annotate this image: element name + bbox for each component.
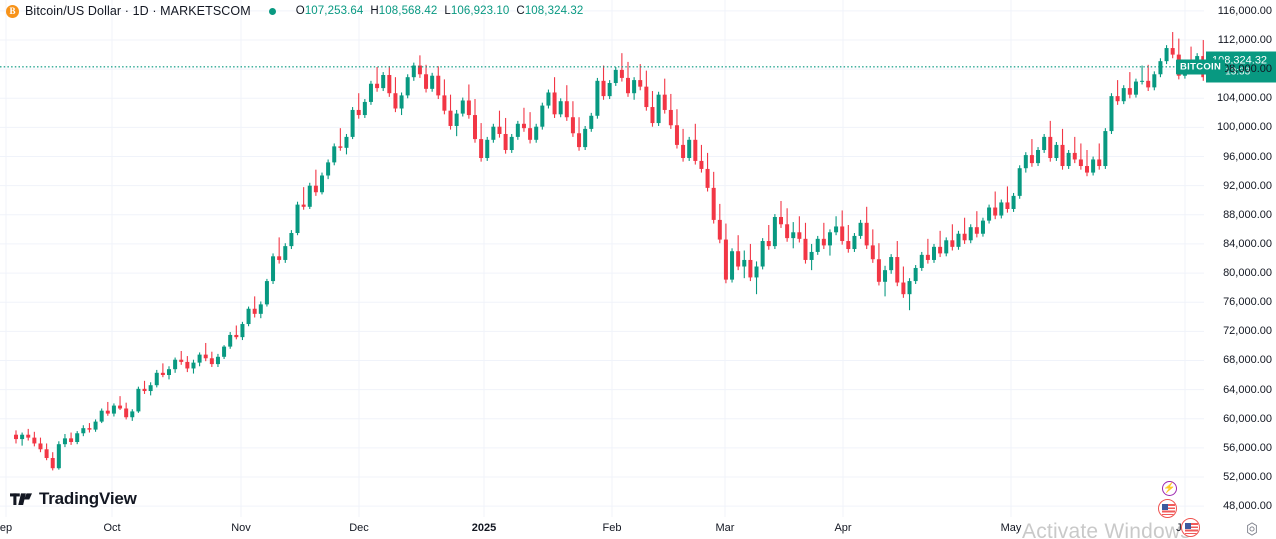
price-tick-label: 96,000.00 bbox=[1223, 150, 1272, 163]
price-tick-label: 92,000.00 bbox=[1223, 179, 1272, 192]
price-tick-label: 112,000.00 bbox=[1217, 34, 1272, 47]
tradingview-brand[interactable]: TradingView bbox=[10, 489, 137, 509]
time-tick-label: Feb bbox=[602, 522, 622, 534]
ohlc-l: L106,923.10 bbox=[444, 5, 510, 17]
last-price-value: 108,324.32 bbox=[1212, 54, 1268, 67]
bitcoin-icon: B bbox=[6, 4, 19, 18]
price-tick-label: 104,000.00 bbox=[1216, 92, 1272, 105]
time-tick-label: Apr bbox=[834, 522, 852, 534]
axis-settings-gear-icon[interactable] bbox=[1245, 522, 1259, 536]
price-tick-label: 76,000.00 bbox=[1223, 296, 1272, 309]
us-flag-event-icon[interactable] bbox=[1181, 518, 1200, 537]
price-tick-label: 48,000.00 bbox=[1223, 500, 1272, 513]
chart-plot-area[interactable] bbox=[0, 0, 1204, 517]
price-tick-label: 100,000.00 bbox=[1216, 121, 1272, 134]
chart-legend[interactable]: B Bitcoin/US Dollar · 1D · MARKETSCOM O1… bbox=[0, 0, 590, 22]
lightning-bolt-icon[interactable]: ⚡ bbox=[1162, 481, 1177, 496]
time-tick-label: Nov bbox=[231, 522, 251, 534]
price-tick-label: 88,000.00 bbox=[1223, 208, 1272, 221]
time-tick-label: Mar bbox=[715, 522, 735, 534]
last-price-time: 11:13:33 bbox=[1212, 66, 1251, 78]
us-flag-event-icon[interactable] bbox=[1158, 499, 1177, 518]
time-tick-label: ep bbox=[0, 522, 13, 534]
symbol-title[interactable]: Bitcoin/US Dollar · 1D · MARKETSCOM bbox=[25, 4, 251, 18]
price-tick-label: 84,000.00 bbox=[1223, 237, 1272, 250]
price-tick-label: 64,000.00 bbox=[1223, 383, 1272, 396]
ohlc-values: O107,253.64 H108,568.42 L106,923.10 C108,32… bbox=[296, 5, 591, 17]
tradingview-brand-name: TradingView bbox=[39, 489, 137, 508]
symbol-price-tag[interactable]: BITCOIN bbox=[1176, 59, 1226, 75]
candlestick-canvas[interactable] bbox=[0, 0, 1204, 517]
price-tick-label: 80,000.00 bbox=[1223, 267, 1272, 280]
time-tick-label: May bbox=[1000, 522, 1022, 534]
price-tick-label: 56,000.00 bbox=[1223, 441, 1272, 454]
price-tick-label: 60,000.00 bbox=[1223, 412, 1272, 425]
price-tick-label: 116,000.00 bbox=[1217, 4, 1272, 17]
price-tick-label: 72,000.00 bbox=[1223, 325, 1272, 338]
price-axis[interactable]: 116,000.00 112,000.00 108,000.00 104,000.00… bbox=[1204, 0, 1276, 517]
ohlc-o: O107,253.64 bbox=[295, 5, 364, 17]
ohlc-h: H108,568.42 bbox=[370, 5, 438, 17]
time-tick-label: 2025 bbox=[471, 522, 497, 534]
price-tick-label: 52,000.00 bbox=[1223, 470, 1272, 483]
ohlc-c: C108,324.32 bbox=[516, 5, 584, 17]
time-tick-label: Oct bbox=[103, 522, 121, 534]
windows-activation-watermark: Activate Windows bbox=[1022, 520, 1191, 539]
time-tick-label: Dec bbox=[349, 522, 369, 534]
price-tick-label: 68,000.00 bbox=[1223, 354, 1272, 367]
price-tick-label: 108,000.00 bbox=[1216, 63, 1272, 76]
time-axis[interactable]: epOctNovDec2025FebMarAprMayJun bbox=[0, 517, 1276, 539]
tradingview-logo-icon bbox=[10, 492, 32, 505]
market-open-dot bbox=[268, 7, 276, 15]
